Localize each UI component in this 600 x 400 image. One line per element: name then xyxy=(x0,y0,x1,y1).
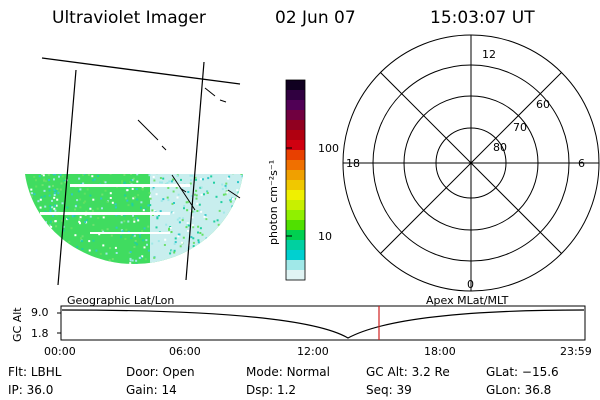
colorbar-band xyxy=(286,150,305,161)
colorbar-tick-10: 10 xyxy=(318,230,332,243)
colorbar-band xyxy=(286,210,305,221)
altitude-tick-1-8: 1.8 xyxy=(31,327,49,340)
colorbar-band xyxy=(286,250,305,261)
time-tick-0600: 06:00 xyxy=(169,345,201,358)
time-tick-2359: 23:59 xyxy=(560,345,592,358)
time-tick-1800: 18:00 xyxy=(424,345,456,358)
colorbar-band xyxy=(286,80,305,91)
colorbar-band xyxy=(286,270,305,281)
status-gc-alt: GC Alt: 3.2 Re xyxy=(366,365,450,379)
colorbar-units: photon cm⁻²s⁻¹ xyxy=(267,159,280,245)
colorbar-band xyxy=(286,180,305,191)
colorbar-band xyxy=(286,220,305,231)
colorbar-band xyxy=(286,140,305,151)
status-glon: GLon: 36.8 xyxy=(486,383,552,397)
aurora-image xyxy=(25,174,243,265)
colorbar-tick-100: 100 xyxy=(318,142,339,155)
colorbar-band xyxy=(286,260,305,271)
status-mode: Mode: Normal xyxy=(246,365,330,379)
status-seq: Seq: 39 xyxy=(366,383,412,397)
altitude-plot xyxy=(57,305,586,341)
colorbar-band xyxy=(286,190,305,201)
colorbar-band xyxy=(286,160,305,171)
image-time: 15:03:07 UT xyxy=(430,8,535,28)
altitude-axis-label: GC Alt xyxy=(11,307,24,342)
image-date: 02 Jun 07 xyxy=(275,8,356,28)
mlat-label-60: 60 xyxy=(536,98,550,111)
colorbar-band xyxy=(286,240,305,251)
time-tick-1200: 12:00 xyxy=(297,345,329,358)
status-dsp: Dsp: 1.2 xyxy=(246,383,297,397)
colorbar-band xyxy=(286,110,305,121)
colorbar-band xyxy=(286,130,305,141)
altitude-tick-9: 9.0 xyxy=(31,306,49,319)
colorbar-band xyxy=(286,90,305,101)
colorbar-band xyxy=(286,120,305,131)
status-flt: Flt: LBHL xyxy=(8,365,62,379)
app-title: Ultraviolet Imager xyxy=(52,8,206,28)
status-glat: GLat: −15.6 xyxy=(486,365,559,379)
mlt-label-6: 6 xyxy=(578,157,585,170)
colorbar-band xyxy=(286,230,305,241)
geographic-map xyxy=(25,57,243,286)
time-tick-0000: 00:00 xyxy=(44,345,76,358)
mlt-label-18: 18 xyxy=(346,157,360,170)
colorbar xyxy=(285,79,306,281)
polar-plot xyxy=(342,34,600,292)
colorbar-band xyxy=(286,200,305,211)
colorbar-band xyxy=(286,170,305,181)
mlat-label-70: 70 xyxy=(513,121,527,134)
mlt-label-0: 0 xyxy=(467,278,474,291)
mlat-label-80: 80 xyxy=(493,141,507,154)
mlt-label-12: 12 xyxy=(482,48,496,61)
polar-projection-label: Apex MLat/MLT xyxy=(426,294,509,307)
status-ip: IP: 36.0 xyxy=(8,383,54,397)
status-gain: Gain: 14 xyxy=(126,383,177,397)
status-door: Door: Open xyxy=(126,365,195,379)
map-projection-label: Geographic Lat/Lon xyxy=(67,294,175,307)
colorbar-band xyxy=(286,100,305,111)
